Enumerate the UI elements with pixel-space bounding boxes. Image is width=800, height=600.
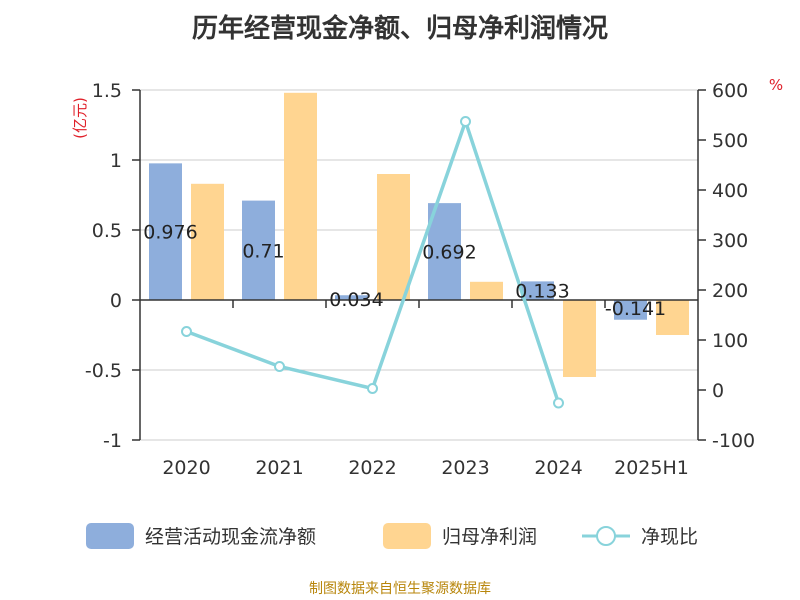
legend-marker-cash-ratio xyxy=(596,526,616,546)
y-left-tick-label: 0 xyxy=(110,290,122,312)
legend-label-operating-cash-flow: 经营活动现金流净额 xyxy=(145,526,316,548)
x-tick-label: 2020 xyxy=(162,457,210,479)
bar-net-profit xyxy=(191,183,224,300)
chart-title: 历年经营现金净额、归母净利润情况 xyxy=(191,14,608,44)
y-left-tick-label: 1.5 xyxy=(92,80,122,102)
y-left-tick-label: -1 xyxy=(103,430,122,452)
y-right-tick-label: 400 xyxy=(712,180,748,202)
bar-net-profit xyxy=(563,300,596,377)
legend-label-cash-ratio: 净现比 xyxy=(641,526,698,548)
bar-net-profit xyxy=(284,92,317,300)
legend-label-net-profit: 归母净利润 xyxy=(442,526,537,548)
y-left-tick-label: 0.5 xyxy=(92,220,122,242)
point-cash-ratio xyxy=(181,326,192,337)
data-label-operating-cash-flow: 0.034 xyxy=(329,289,383,311)
point-cash-ratio xyxy=(460,116,471,127)
y-right-tick-label: -100 xyxy=(712,430,755,452)
y-right-tick-label: 600 xyxy=(712,80,748,102)
y-left-tick-label: -0.5 xyxy=(85,360,122,382)
y-right-tick-label: 300 xyxy=(712,230,748,252)
data-label-operating-cash-flow: 0.976 xyxy=(143,222,197,244)
x-tick-label: 2022 xyxy=(348,457,396,479)
y-right-tick-label: 500 xyxy=(712,130,748,152)
bar-operating-cash-flow xyxy=(242,200,275,300)
bar-net-profit xyxy=(656,300,689,335)
x-tick-label: 2023 xyxy=(441,457,489,479)
data-label-operating-cash-flow: 0.692 xyxy=(422,242,476,264)
y-right-tick-label: 100 xyxy=(712,330,748,352)
bar-net-profit xyxy=(377,174,410,300)
legend-swatch-net-profit xyxy=(383,523,431,549)
x-tick-label: 2024 xyxy=(534,457,582,479)
x-tick-label: 2021 xyxy=(255,457,303,479)
bar-net-profit xyxy=(470,281,503,300)
y-left-tick-label: 1 xyxy=(110,150,122,172)
data-label-operating-cash-flow: 0.71 xyxy=(242,240,284,262)
data-label-operating-cash-flow: 0.133 xyxy=(515,281,569,303)
y-right-tick-label: 200 xyxy=(712,280,748,302)
y-right-tick-label: 0 xyxy=(712,380,724,402)
y-left-unit: (亿元) xyxy=(71,97,89,139)
data-label-operating-cash-flow: -0.141 xyxy=(605,298,666,320)
point-cash-ratio xyxy=(367,383,378,394)
bar-operating-cash-flow xyxy=(521,281,554,300)
point-cash-ratio xyxy=(274,361,285,372)
point-cash-ratio xyxy=(553,397,564,409)
bar-operating-cash-flow xyxy=(614,300,647,320)
bar-operating-cash-flow xyxy=(428,203,461,300)
bar-operating-cash-flow xyxy=(149,163,182,300)
bar-operating-cash-flow xyxy=(335,295,368,300)
data-source-note: 制图数据来自恒生聚源数据库 xyxy=(309,581,491,597)
legend-swatch-operating-cash-flow xyxy=(86,523,134,549)
y-right-unit: % xyxy=(769,76,783,94)
x-tick-label: 2025H1 xyxy=(614,457,689,479)
